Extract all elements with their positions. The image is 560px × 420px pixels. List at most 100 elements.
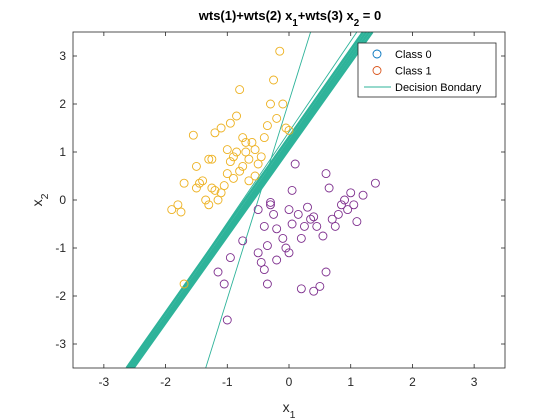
point-class1-33 — [284, 125, 294, 135]
point-class0-17 — [281, 243, 291, 253]
point-class0-12 — [262, 279, 272, 289]
point-class0-46 — [287, 219, 297, 229]
point-class0-42 — [309, 286, 319, 296]
point-class0-44 — [321, 267, 331, 277]
point-class1-31 — [278, 99, 288, 109]
decision-boundary-lines — [125, 32, 374, 368]
point-class0-20 — [287, 185, 297, 195]
y-axis-label: x2 — [29, 193, 51, 206]
point-class1-42 — [207, 154, 217, 164]
x-tick-label--3: -3 — [99, 375, 110, 389]
point-class1-27 — [262, 121, 272, 131]
y-tick-label--3: -3 — [55, 337, 66, 351]
point-class1-49 — [275, 46, 285, 56]
point-class1-20 — [238, 133, 248, 143]
point-class0-22 — [293, 209, 303, 219]
y-tick-label--2: -2 — [55, 289, 66, 303]
legend-label-3: Decision Bondary — [395, 82, 482, 94]
point-class1-43 — [222, 145, 232, 155]
point-class0-38 — [352, 217, 362, 227]
point-class1-7 — [198, 176, 208, 186]
point-class0-36 — [346, 188, 356, 198]
point-class0-18 — [284, 248, 294, 258]
legend-marker-2 — [372, 66, 382, 75]
point-class0-5 — [222, 315, 232, 325]
decision-boundary-line-5 — [128, 32, 358, 368]
point-class1-9 — [204, 200, 214, 210]
legend-label-2: Class 1 — [395, 66, 432, 78]
point-class1-44 — [179, 279, 189, 289]
point-class0-4 — [219, 279, 229, 289]
point-class0-32 — [333, 209, 343, 219]
point-class0-13 — [266, 200, 275, 210]
legend: Class 0 Class 1 Decision Bondary — [357, 42, 497, 98]
point-class1-11 — [210, 185, 220, 195]
x-axis-label: x1 — [283, 399, 296, 420]
decision-boundary-line-3 — [130, 32, 371, 368]
legend-marker-1 — [372, 49, 382, 59]
point-class0-9 — [253, 248, 263, 258]
point-class0-6 — [253, 205, 263, 215]
point-class1-25 — [256, 152, 266, 162]
point-class1-45 — [250, 171, 260, 181]
point-class1-32 — [281, 123, 291, 133]
decision-boundary-line-4 — [132, 32, 374, 368]
legend-entries: Class 0 Class 1 Decision Bondary — [364, 49, 482, 94]
point-class1-19 — [235, 166, 245, 176]
point-class1-16 — [225, 157, 235, 167]
point-class1-41 — [241, 137, 251, 147]
point-class0-1 — [238, 236, 248, 246]
point-class1-48 — [250, 145, 260, 155]
legend-label-1: Class 0 — [395, 49, 432, 61]
point-class1-50 — [244, 176, 254, 186]
point-class1-38 — [225, 118, 235, 128]
point-class0-28 — [321, 169, 331, 179]
point-class1-6 — [195, 178, 204, 188]
point-class0-45 — [272, 255, 282, 265]
point-class1-17 — [229, 152, 238, 162]
y-tick-label-0: 0 — [59, 193, 66, 207]
point-class0-39 — [358, 190, 368, 200]
point-class0-41 — [296, 284, 306, 294]
point-class0-19 — [284, 205, 294, 215]
point-class1-47 — [238, 161, 248, 171]
point-class0-24 — [303, 202, 312, 212]
point-class0-25 — [306, 214, 316, 224]
point-class1-3 — [176, 207, 186, 217]
point-class1-46 — [229, 173, 238, 183]
point-class0-8 — [262, 241, 272, 251]
y-tick-label-3: 3 — [59, 49, 66, 63]
x-axis-ticks: -3 -2 -1 0 1 2 3 — [99, 32, 478, 389]
y-tick-label--1: -1 — [55, 241, 66, 255]
y-tick-label-1: 1 — [59, 145, 66, 159]
point-class0-26 — [312, 221, 322, 231]
point-class1-14 — [219, 181, 229, 191]
point-class0-29 — [324, 183, 334, 193]
point-class1-15 — [222, 169, 232, 179]
point-class1-30 — [272, 113, 282, 123]
point-class0-27 — [318, 231, 328, 241]
point-class0-15 — [272, 224, 282, 234]
x-tick-label-0: 0 — [286, 375, 293, 389]
point-class0-3 — [213, 267, 223, 277]
plot-area: -3 -2 -1 0 1 2 3 -3 -2 -1 0 1 2 3 — [55, 31, 506, 389]
scatter-points — [167, 46, 380, 325]
y-axis-ticks: -3 -2 -1 0 1 2 3 — [55, 49, 505, 351]
point-class0-35 — [343, 205, 353, 215]
point-class1-51 — [204, 154, 214, 164]
point-class0-37 — [349, 200, 359, 210]
point-class0-43 — [315, 281, 325, 291]
point-class0-48 — [299, 221, 309, 231]
point-class0-14 — [269, 209, 279, 219]
point-class0-21 — [290, 159, 300, 169]
point-class1-28 — [266, 99, 275, 109]
point-class1-37 — [216, 123, 226, 133]
point-class0-2 — [225, 253, 235, 263]
point-class0-31 — [330, 221, 340, 231]
point-class0-49 — [309, 212, 319, 222]
x-tick-label-2: 2 — [409, 375, 416, 389]
x-tick-label--1: -1 — [222, 375, 233, 389]
point-class0-16 — [278, 233, 288, 243]
point-class1-26 — [259, 133, 269, 143]
point-class0-47 — [266, 197, 275, 207]
